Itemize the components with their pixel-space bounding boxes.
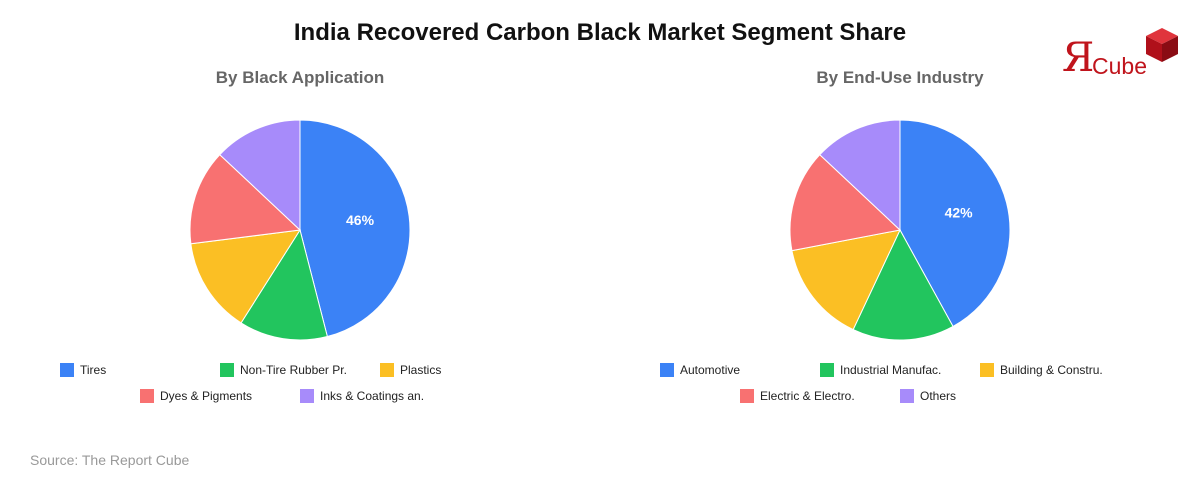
legend-label: Non-Tire Rubber Pr. xyxy=(240,363,347,377)
legend-swatch xyxy=(220,363,234,377)
legend-label: Tires xyxy=(80,363,107,377)
chart-title: India Recovered Carbon Black Market Segm… xyxy=(293,19,907,46)
legend-label: Electric & Electro. xyxy=(760,389,855,403)
left-chart-title: By Black Application xyxy=(215,68,385,87)
legend-label: Inks & Coatings an. xyxy=(320,389,425,403)
legend-item-1-4: Others xyxy=(900,388,956,404)
legend-label: Others xyxy=(920,389,957,403)
legend-label: Industrial Manufac. xyxy=(840,363,942,377)
pie-slice-0-4 xyxy=(219,119,301,232)
pie-data-label-1-0: 42% xyxy=(945,205,974,221)
logo-word: Cube xyxy=(1092,53,1147,79)
pie-data-label-0-0: 46% xyxy=(346,212,375,228)
legend-item-0-3: Dyes & Pigments xyxy=(140,388,252,404)
source-note: Source: The Report Cube xyxy=(30,452,190,468)
legend-swatch xyxy=(900,389,914,403)
legend-label: Automotive xyxy=(680,363,741,377)
legend-swatch xyxy=(980,363,994,377)
legend-item-1-1: Industrial Manufac. xyxy=(820,362,941,378)
legend-item-0-4: Inks & Coatings an. xyxy=(300,388,424,404)
pie-slice-0-1 xyxy=(240,228,328,341)
legend-swatch xyxy=(740,389,754,403)
legend-item-1-0: Automotive xyxy=(660,362,740,378)
logo-mark: Я xyxy=(1062,35,1095,81)
pie-slice-1-3 xyxy=(789,153,902,252)
legend-swatch xyxy=(60,363,74,377)
legend-item-0-0: Tires xyxy=(60,362,106,378)
legend-swatch xyxy=(380,363,394,377)
cube-icon xyxy=(1146,28,1178,62)
legend-swatch xyxy=(660,363,674,377)
legend-item-1-3: Electric & Electro. xyxy=(740,388,855,404)
right-chart-title: By End-Use Industry xyxy=(816,68,984,87)
legend-label: Plastics xyxy=(400,363,442,377)
legend-item-1-2: Building & Constru. xyxy=(980,362,1103,378)
legend-label: Building & Constru. xyxy=(1000,363,1103,377)
pie-slice-0-2 xyxy=(190,229,301,324)
legend-item-0-2: Plastics xyxy=(380,362,441,378)
pie-slice-1-4 xyxy=(819,119,901,232)
pie-slice-1-1 xyxy=(852,228,954,341)
legend-swatch xyxy=(300,389,314,403)
legend-swatch xyxy=(140,389,154,403)
pie-slice-1-0 xyxy=(899,119,1011,328)
legend-item-0-1: Non-Tire Rubber Pr. xyxy=(220,362,347,378)
legend-swatch xyxy=(820,363,834,377)
legend-label: Dyes & Pigments xyxy=(160,389,253,403)
pie-slice-0-3 xyxy=(189,153,302,245)
pie-slice-0-0 xyxy=(299,119,411,338)
pie-slice-1-2 xyxy=(791,229,901,331)
report-cube-logo: Я Cube xyxy=(1060,26,1184,82)
